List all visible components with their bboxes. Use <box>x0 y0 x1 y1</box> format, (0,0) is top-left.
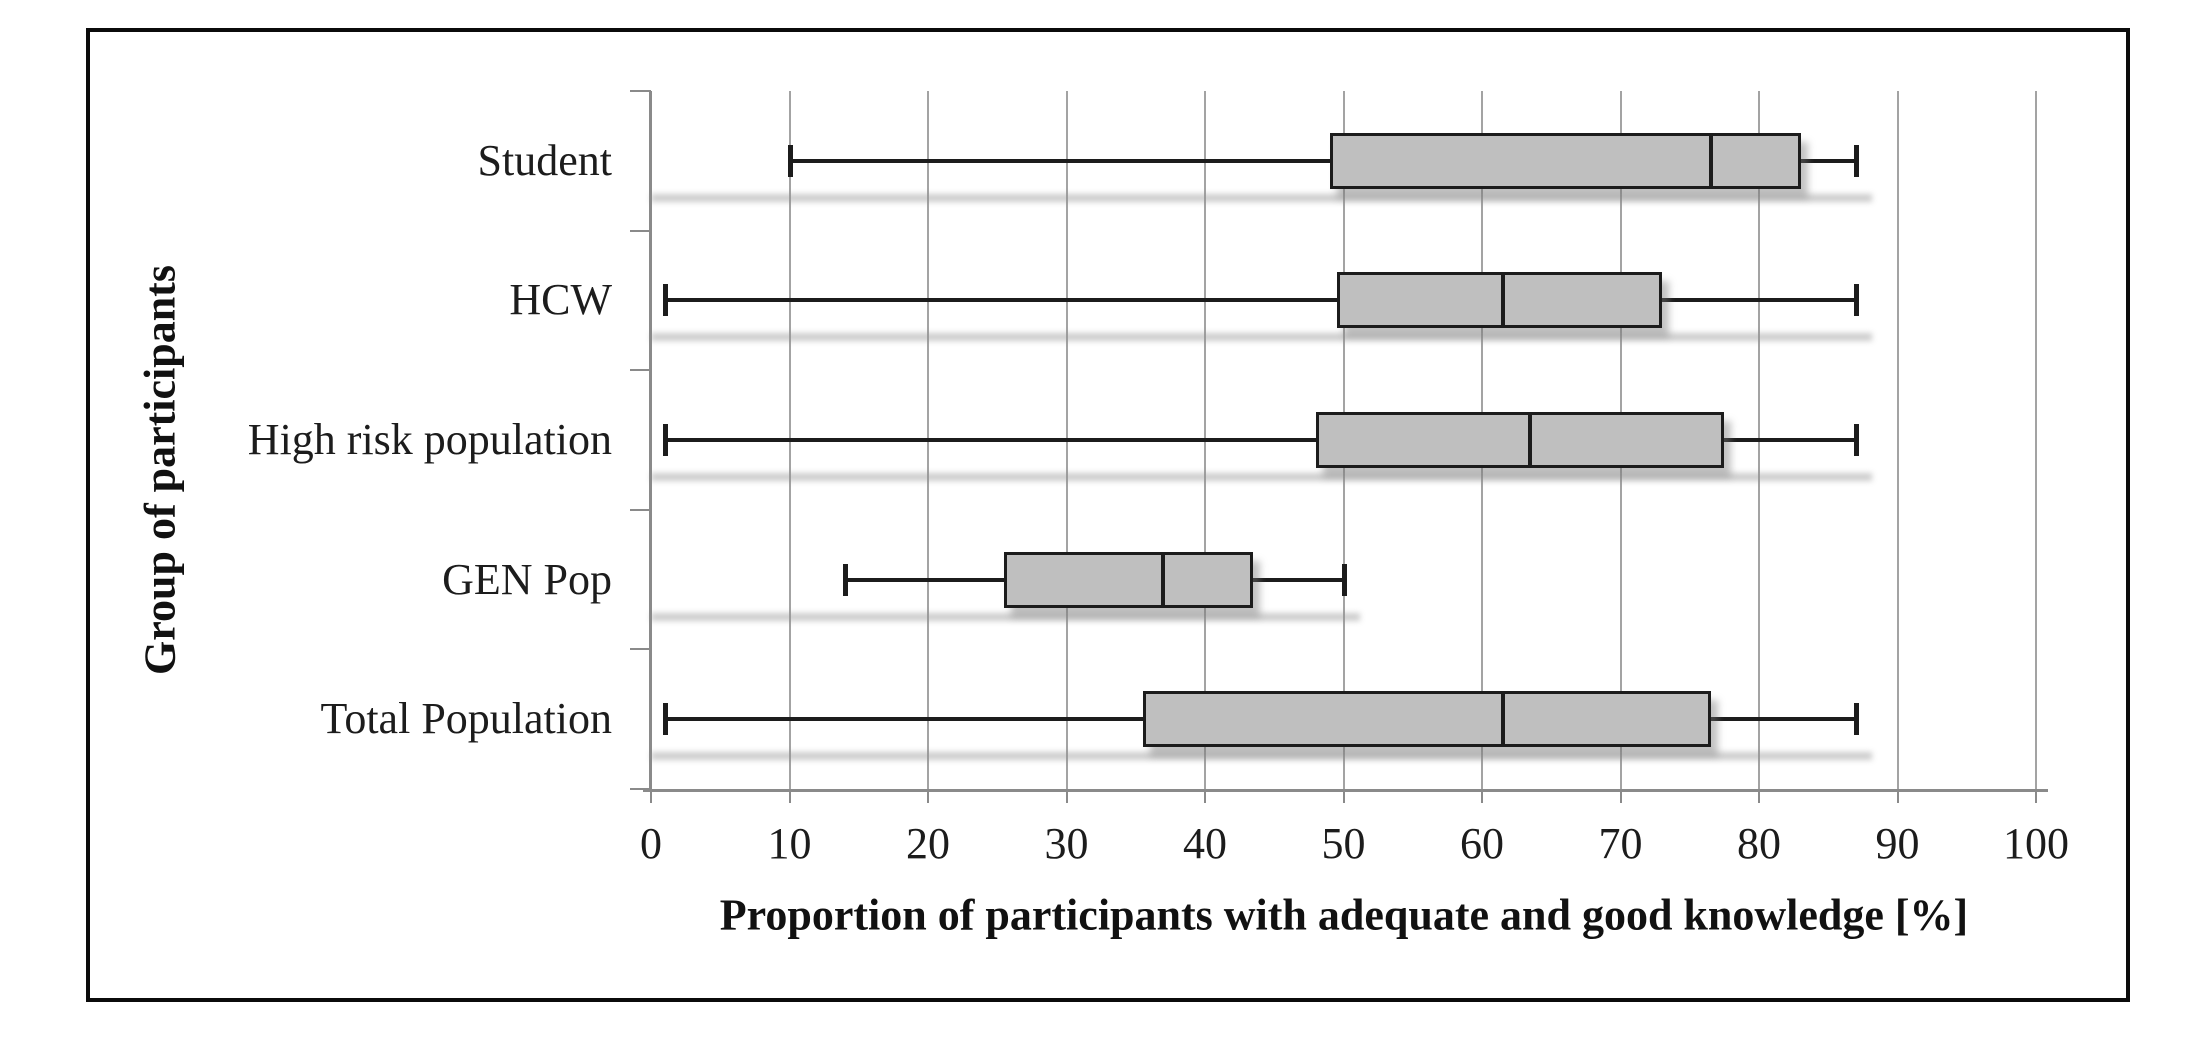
whisker-line <box>844 577 1005 582</box>
category-label: GEN Pop <box>442 554 612 604</box>
row-shadow <box>651 612 1360 621</box>
whisker-line <box>1800 158 1856 163</box>
box <box>1315 412 1725 468</box>
x-axis-tick <box>2035 789 2037 803</box>
x-axis-tick <box>1619 789 1622 803</box>
median-line <box>1528 415 1533 465</box>
whisker-line <box>1662 298 1856 303</box>
category-label: Student <box>477 135 612 185</box>
x-tick-label: 70 <box>1598 819 1643 868</box>
whisker-line <box>1724 438 1856 442</box>
x-tick-label: 60 <box>1460 819 1504 868</box>
whisker-line <box>664 298 1337 303</box>
whisker-cap <box>1853 284 1859 317</box>
x-axis-title: Proportion of participants with adequate… <box>719 890 1969 940</box>
x-axis-tick <box>1065 789 1068 803</box>
category-label: Total Population <box>320 694 612 744</box>
gridline <box>1896 91 1899 789</box>
whisker-line <box>1710 717 1856 722</box>
figure-border <box>86 28 2130 1002</box>
y-axis-tick <box>630 369 651 372</box>
y-axis-tick <box>630 788 651 790</box>
whisker-cap <box>787 144 793 177</box>
x-tick-label: 0 <box>640 819 662 868</box>
whisker-line <box>664 717 1143 722</box>
row-shadow <box>651 193 1872 202</box>
x-axis-tick <box>927 789 929 803</box>
x-tick-label: 80 <box>1737 819 1781 868</box>
x-axis-tick <box>788 789 791 803</box>
x-tick-label: 50 <box>1321 819 1366 868</box>
whisker-cap <box>1853 144 1859 177</box>
whisker-line <box>1253 577 1344 582</box>
x-axis-tick <box>1342 789 1345 803</box>
whisker-line <box>664 438 1316 442</box>
x-tick-label: 20 <box>906 819 950 868</box>
x-axis-tick <box>1204 789 1206 803</box>
box <box>1142 691 1711 748</box>
gridline <box>2035 91 2037 789</box>
x-tick-label: 10 <box>767 819 812 868</box>
x-axis-tick <box>1481 789 1483 803</box>
y-axis-line <box>649 91 652 792</box>
box <box>1004 551 1254 608</box>
x-tick-label: 90 <box>1875 819 1920 868</box>
row-shadow <box>651 473 1872 481</box>
x-axis-tick <box>1896 789 1899 803</box>
median-line <box>1161 554 1166 605</box>
box <box>1329 132 1801 189</box>
x-tick-label: 30 <box>1044 819 1089 868</box>
x-tick-label: 40 <box>1183 819 1227 868</box>
median-line <box>1500 275 1505 326</box>
whisker-line <box>789 158 1330 163</box>
x-axis-tick <box>1758 789 1760 803</box>
x-axis-tick <box>650 789 652 803</box>
x-tick-label: 100 <box>2003 819 2069 868</box>
y-axis-tick <box>630 648 651 651</box>
category-label: High risk population <box>247 415 612 464</box>
y-axis-tick <box>630 229 651 232</box>
whisker-cap <box>662 703 668 736</box>
median-line <box>1500 694 1505 745</box>
row-shadow <box>651 333 1872 342</box>
whisker-cap <box>1853 424 1859 456</box>
whisker-cap <box>662 284 668 317</box>
whisker-cap <box>662 424 668 456</box>
whisker-cap <box>842 563 848 596</box>
x-axis-line <box>643 789 2048 792</box>
whisker-cap <box>1853 703 1859 736</box>
y-axis-tick <box>630 90 651 92</box>
y-axis-tick <box>630 508 651 511</box>
median-line <box>1708 135 1713 186</box>
box <box>1336 272 1663 329</box>
category-label: HCW <box>509 275 612 325</box>
whisker-cap <box>1341 563 1347 596</box>
row-shadow <box>651 752 1872 761</box>
